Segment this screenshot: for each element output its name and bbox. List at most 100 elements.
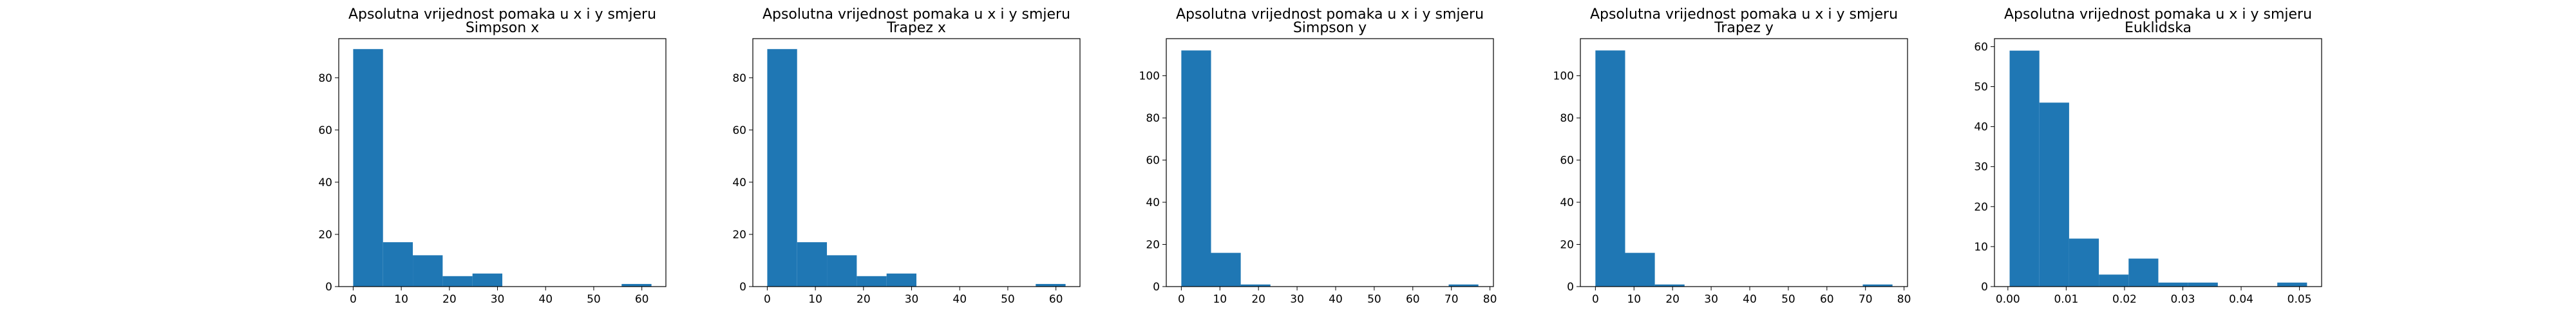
histogram-bar (1625, 252, 1655, 287)
x-tick-label: 50 (1001, 293, 1015, 306)
histogram-bar (1211, 252, 1241, 287)
x-tick-label: 10 (1213, 293, 1227, 306)
x-tick-label: 70 (1859, 293, 1873, 306)
x-tick-label: 50 (1781, 293, 1795, 306)
x-tick-label: 0.03 (2171, 293, 2195, 306)
y-tick-label: 0 (1567, 281, 1574, 294)
x-tick-label: 0.01 (2054, 293, 2078, 306)
y-tick-label: 60 (1560, 155, 1574, 167)
histogram-bar (2188, 282, 2218, 287)
x-tick-label: 40 (952, 293, 967, 306)
histogram-bar (2277, 282, 2307, 287)
histogram-panel: 0 10 20 30 40 50 60 70 80 0 20 40 60 80 100 Apsolutna v… (1139, 6, 1497, 306)
y-tick-label: 20 (1560, 239, 1574, 252)
x-tick-label: 60 (1406, 293, 1420, 306)
axes-frame (338, 38, 667, 287)
y-tick-label: 60 (1146, 155, 1160, 167)
x-tick-label: 40 (1329, 293, 1343, 306)
chart-title: Euklidska (2125, 20, 2192, 36)
axes-frame (1580, 38, 1908, 287)
histogram-bar (827, 255, 857, 287)
x-tick-label: 30 (1290, 293, 1304, 306)
x-tick-label: 10 (808, 293, 822, 306)
histogram-bar (1448, 284, 1479, 287)
y-tick-label: 60 (1974, 41, 1988, 53)
x-tick-label: 30 (905, 293, 919, 306)
y-tick-label: 40 (1560, 196, 1574, 209)
chart-title: Trapez x (886, 20, 946, 36)
x-tick-label: 20 (442, 293, 457, 306)
y-tick-label: 40 (1146, 196, 1160, 209)
x-tick-label: 10 (1627, 293, 1641, 306)
y-tick-label: 60 (732, 124, 746, 137)
y-tick-label: 80 (318, 72, 332, 85)
chart-title: Simpson x (466, 20, 539, 36)
chart-title: Simpson y (1293, 20, 1367, 36)
y-tick-label: 40 (318, 176, 332, 189)
chart-title: Apsolutna vrijednost pomaka u x i y smje… (1590, 6, 1898, 23)
axes-frame (1166, 38, 1494, 287)
y-tick-label: 0 (739, 281, 746, 294)
histogram-panel: 0 10 20 30 40 50 60 70 80 0 20 40 60 80 100 Apsolutna v… (1553, 6, 1911, 306)
histogram-bar (2069, 238, 2099, 287)
histogram-bar (2128, 258, 2159, 287)
x-tick-label: 0.05 (2287, 293, 2312, 306)
x-tick-label: 0 (350, 293, 357, 306)
x-tick-label: 60 (635, 293, 649, 306)
y-tick-label: 40 (1974, 121, 1988, 134)
histogram-bar (413, 255, 443, 287)
x-tick-label: 0 (764, 293, 771, 306)
histogram-bar (2158, 282, 2188, 287)
x-tick-label: 70 (1444, 293, 1459, 306)
y-tick-label: 100 (1553, 70, 1574, 83)
histogram-panel: 0 10 20 30 40 50 60 0 20 40 60 80 Apsolutna vrijedno… (732, 6, 1081, 306)
x-tick-label: 30 (1704, 293, 1718, 306)
histogram-bar (797, 242, 828, 287)
y-tick-label: 20 (1974, 201, 1988, 214)
y-tick-label: 20 (318, 229, 332, 242)
x-tick-label: 80 (1897, 293, 1911, 306)
y-tick-label: 100 (1139, 70, 1160, 83)
y-tick-label: 0 (1981, 281, 1988, 294)
x-tick-label: 10 (394, 293, 408, 306)
y-tick-label: 20 (732, 229, 746, 242)
x-tick-label: 0.00 (1996, 293, 2020, 306)
histogram-bar (2099, 274, 2129, 287)
histogram-panel: 0 10 20 30 40 50 60 0 20 40 60 80 Apsolutna vrijedno… (318, 6, 667, 306)
histogram-bar (2009, 50, 2040, 287)
histogram-bar (767, 49, 797, 287)
y-tick-label: 0 (1153, 281, 1160, 294)
x-tick-label: 60 (1049, 293, 1063, 306)
y-tick-label: 80 (732, 72, 746, 85)
y-tick-label: 80 (1560, 112, 1574, 125)
y-tick-label: 40 (732, 176, 746, 189)
y-tick-label: 80 (1146, 112, 1160, 125)
x-tick-label: 20 (1251, 293, 1265, 306)
histogram-bar (886, 273, 916, 287)
histogram-bar (621, 283, 652, 287)
x-tick-label: 20 (857, 293, 871, 306)
histogram-bar (1240, 284, 1271, 287)
histogram-bar (2039, 102, 2069, 287)
x-tick-label: 0.04 (2229, 293, 2253, 306)
y-tick-label: 20 (1146, 239, 1160, 252)
x-tick-label: 30 (491, 293, 505, 306)
histogram-bar (472, 273, 502, 287)
y-tick-label: 0 (325, 281, 332, 294)
x-tick-label: 0 (1592, 293, 1599, 306)
x-tick-label: 40 (1743, 293, 1757, 306)
histogram-bar (1036, 283, 1066, 287)
histogram-panel: 0.00 0.01 0.02 0.03 0.04 0.05 0 10 20 30 40 50 60 Aps… (1974, 6, 2322, 306)
chart-title: Apsolutna vrijednost pomaka u x i y smje… (1176, 6, 1484, 23)
x-tick-label: 50 (1367, 293, 1381, 306)
x-tick-label: 0.02 (2112, 293, 2137, 306)
axes-frame (752, 38, 1081, 287)
x-tick-label: 80 (1483, 293, 1497, 306)
x-tick-label: 50 (587, 293, 601, 306)
histogram-bar (1862, 284, 1893, 287)
histogram-bar (1595, 50, 1625, 287)
histogram-bar (857, 276, 887, 287)
chart-title: Trapez y (1714, 20, 1774, 36)
histogram-bar (1181, 50, 1211, 287)
